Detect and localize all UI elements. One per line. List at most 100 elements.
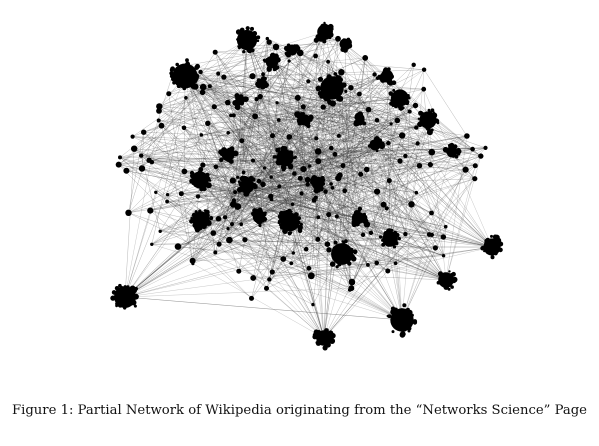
network-edge <box>325 191 338 217</box>
network-edge <box>177 147 332 247</box>
network-node <box>397 158 403 164</box>
network-node <box>462 166 469 173</box>
network-edge <box>192 263 325 339</box>
network-edge <box>405 155 444 238</box>
network-edge <box>124 145 383 298</box>
network-edge <box>270 111 410 197</box>
network-edge <box>327 61 481 157</box>
network-edge <box>262 169 466 185</box>
network-node <box>189 257 196 264</box>
network-edge <box>215 52 310 167</box>
network-edge <box>118 164 252 299</box>
network-edge <box>323 216 338 339</box>
network-edge <box>240 45 333 104</box>
network-edge <box>160 111 410 232</box>
network-edge <box>235 191 432 236</box>
network-node <box>472 163 478 169</box>
network-edge <box>289 221 325 339</box>
network-edge <box>299 123 432 153</box>
network-node <box>254 97 259 102</box>
network-edge <box>200 219 353 283</box>
network-edge <box>199 179 272 200</box>
network-edge <box>317 152 432 240</box>
network-edge <box>303 151 453 170</box>
network-edge <box>184 75 325 339</box>
network-node <box>221 74 227 80</box>
network-edge <box>215 165 420 253</box>
network-edge <box>124 296 403 321</box>
network-node <box>249 73 256 80</box>
network-edge <box>185 97 234 116</box>
network-edge <box>244 239 328 245</box>
network-edge <box>301 193 447 281</box>
network-node <box>443 224 448 229</box>
network-edge <box>214 106 302 225</box>
network-node <box>252 113 258 120</box>
network-edge <box>429 234 493 248</box>
network-edge <box>271 61 383 147</box>
network-edge <box>159 75 388 107</box>
network-edge <box>326 92 339 179</box>
network-node <box>251 177 256 182</box>
network-node <box>290 202 295 207</box>
network-edge <box>248 119 429 192</box>
network-node <box>260 181 266 188</box>
network-edge <box>311 247 436 277</box>
network-edge <box>233 97 401 116</box>
network-edge <box>245 111 410 180</box>
network-edge <box>271 61 473 150</box>
network-edge <box>237 106 481 157</box>
network-edge <box>349 180 390 290</box>
network-edge <box>262 83 319 162</box>
network-node <box>342 188 348 194</box>
network-edge <box>262 73 376 146</box>
network-edge <box>183 127 388 272</box>
network-node <box>275 101 279 105</box>
network-edge <box>141 75 388 156</box>
network-edge <box>323 147 486 339</box>
network-edge <box>381 146 406 235</box>
network-edge <box>271 176 315 201</box>
network-node <box>181 168 188 175</box>
network-edge <box>160 157 286 232</box>
network-node <box>393 261 398 266</box>
network-edge <box>341 57 366 255</box>
network-edge <box>200 168 304 221</box>
network-edge <box>283 180 390 260</box>
network-edge <box>245 135 467 180</box>
network-edge <box>306 169 367 250</box>
network-edge <box>126 170 359 219</box>
network-edge <box>401 234 430 321</box>
network-edge <box>401 149 473 321</box>
network-edge <box>149 159 279 163</box>
network-edge <box>278 162 325 339</box>
network-edge <box>344 190 493 248</box>
network-edge <box>246 185 446 227</box>
network-edge <box>389 180 447 281</box>
network-edge <box>227 87 333 156</box>
network-edge <box>124 179 308 298</box>
network-node <box>178 191 184 197</box>
network-edge <box>387 246 493 272</box>
network-edge <box>314 119 361 179</box>
network-edge <box>238 239 246 272</box>
network-edge <box>334 154 359 219</box>
network-edge <box>199 87 333 181</box>
network-node <box>366 263 370 267</box>
network-edge <box>262 83 493 248</box>
network-edge <box>195 86 361 175</box>
network-node <box>242 237 248 243</box>
network-edge <box>323 87 352 339</box>
network-edge <box>258 181 270 280</box>
network-edge <box>262 83 357 124</box>
network-edge <box>266 268 310 289</box>
network-node <box>368 230 374 235</box>
network-node <box>258 209 263 214</box>
network-edge <box>336 208 387 217</box>
node-cluster <box>417 108 440 132</box>
network-node <box>307 272 315 280</box>
network-edge <box>271 120 398 200</box>
network-edge <box>301 155 481 225</box>
network-edge <box>323 132 431 339</box>
network-edge <box>141 132 144 169</box>
